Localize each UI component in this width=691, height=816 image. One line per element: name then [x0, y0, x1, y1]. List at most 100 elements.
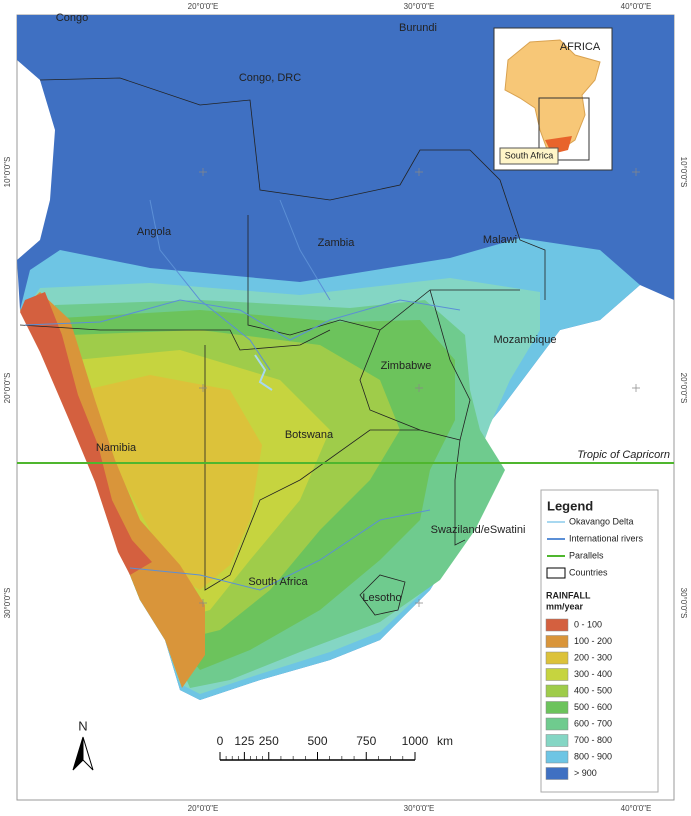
river — [129, 509, 431, 591]
lesotho-border — [359, 574, 406, 616]
country-label: Malawi — [483, 234, 517, 246]
legend-swatch — [545, 734, 569, 747]
legend-label: 300 - 400 — [574, 669, 612, 679]
arrow-half — [72, 736, 84, 771]
legend: Legend RAINFALL mm/year Okavango Delta In… — [540, 489, 659, 793]
scale-label: 1000 — [402, 734, 429, 748]
country-label: Swaziland/eSwatini — [431, 524, 526, 536]
country-label: Burundi — [399, 22, 437, 34]
graticule-label: 30°0'0"E — [404, 804, 435, 813]
scale-label: 125 — [234, 734, 254, 748]
scale-unit: km — [437, 734, 453, 748]
north-label: N — [78, 718, 87, 733]
graticule-label: 10°0'0"S — [3, 157, 12, 188]
country-label: Botswana — [285, 429, 334, 441]
country-label: Congo — [56, 12, 88, 24]
legend-swatch — [545, 618, 569, 632]
graticule-label: 40°0'0"E — [621, 804, 652, 813]
legend-swatch — [545, 767, 569, 780]
legend-swatch — [545, 750, 569, 764]
country-borders — [19, 77, 546, 616]
graticule-cross — [199, 168, 207, 176]
graticule-label: 10°0'0"S — [679, 157, 688, 188]
graticule-label: 20°0'0"S — [3, 373, 12, 404]
legend-title: Legend — [547, 498, 593, 513]
legend-item: International rivers — [547, 533, 644, 543]
river — [279, 199, 331, 301]
inset-title: AFRICA — [560, 41, 601, 53]
legend-swatch — [545, 684, 569, 698]
river — [24, 299, 461, 341]
graticule-cross — [415, 384, 423, 392]
graticule-label: 40°0'0"E — [621, 2, 652, 11]
border — [39, 77, 470, 201]
inset-label: South Africa — [505, 150, 554, 160]
graticule-label: 30°0'0"E — [404, 2, 435, 11]
legend-label: 0 - 100 — [574, 619, 602, 629]
legend-label: 700 - 800 — [574, 735, 612, 745]
legend-item: Countries — [546, 567, 608, 579]
scale-label: 750 — [356, 734, 376, 748]
border — [359, 289, 471, 441]
border — [204, 345, 420, 591]
legend-item: Okavango Delta — [547, 516, 634, 526]
rainfall-title: RAINFALL — [546, 590, 591, 600]
country-label: Namibia — [96, 442, 137, 454]
scale-label: 0 — [217, 734, 224, 748]
country-label: Angola — [137, 226, 172, 238]
tropic-label: Tropic of Capricorn — [577, 449, 670, 461]
country-label: Mozambique — [494, 334, 557, 346]
country-label: Congo, DRC — [239, 72, 301, 84]
graticule-cross — [199, 599, 207, 607]
country-label: Zimbabwe — [381, 360, 432, 372]
rainfall-zone — [85, 375, 262, 590]
country-label: Zambia — [318, 237, 356, 249]
country-label: Lesotho — [362, 592, 401, 604]
scale-bar: 0 125 250 500 750 1000 km — [217, 734, 453, 761]
legend-label: 600 - 700 — [574, 718, 612, 728]
inset: AFRICA South Africa — [493, 27, 613, 171]
okavango-delta — [254, 354, 273, 391]
inset-label-box — [499, 147, 559, 165]
legend-swatch — [545, 701, 569, 714]
legend-swatch — [545, 668, 569, 681]
africa-shape — [504, 39, 601, 153]
legend-label: 100 - 200 — [574, 636, 612, 646]
graticule-label: 20°0'0"S — [679, 373, 688, 404]
legend-label: Parallels — [569, 550, 604, 560]
graticule-cross — [199, 384, 207, 392]
border — [454, 439, 466, 546]
graticule-label: 30°0'0"S — [679, 588, 688, 619]
graticule-cross — [632, 384, 640, 392]
legend-swatch — [545, 651, 569, 665]
river — [149, 199, 271, 371]
country-label: South Africa — [248, 576, 308, 588]
graticule-cross — [415, 599, 423, 607]
legend-label: > 900 — [574, 768, 597, 778]
border — [19, 324, 331, 351]
rainfall-unit: mm/year — [546, 601, 584, 611]
legend-swatch — [545, 635, 569, 648]
legend-swatch — [545, 717, 569, 731]
border — [469, 149, 546, 300]
graticule-cross — [415, 168, 423, 176]
inset-extent — [538, 97, 590, 161]
graticule-label: 30°0'0"S — [3, 588, 12, 619]
graticule-label: 20°0'0"E — [188, 2, 219, 11]
legend-symbol — [546, 567, 566, 579]
legend-label: Okavango Delta — [569, 516, 634, 526]
scale-label: 250 — [259, 734, 279, 748]
rivers — [24, 199, 461, 591]
rainfall-surface — [17, 15, 674, 700]
legend-label: Countries — [569, 567, 608, 577]
legend-label: 800 - 900 — [574, 751, 612, 761]
legend-label: 200 - 300 — [574, 652, 612, 662]
legend-label: International rivers — [569, 533, 644, 543]
north-arrow: N — [72, 718, 94, 771]
graticule-cross — [632, 168, 640, 176]
legend-label: 400 - 500 — [574, 685, 612, 695]
legend-label: 500 - 600 — [574, 702, 612, 712]
graticule-label: 20°0'0"E — [188, 804, 219, 813]
legend-item: Parallels — [547, 550, 604, 560]
